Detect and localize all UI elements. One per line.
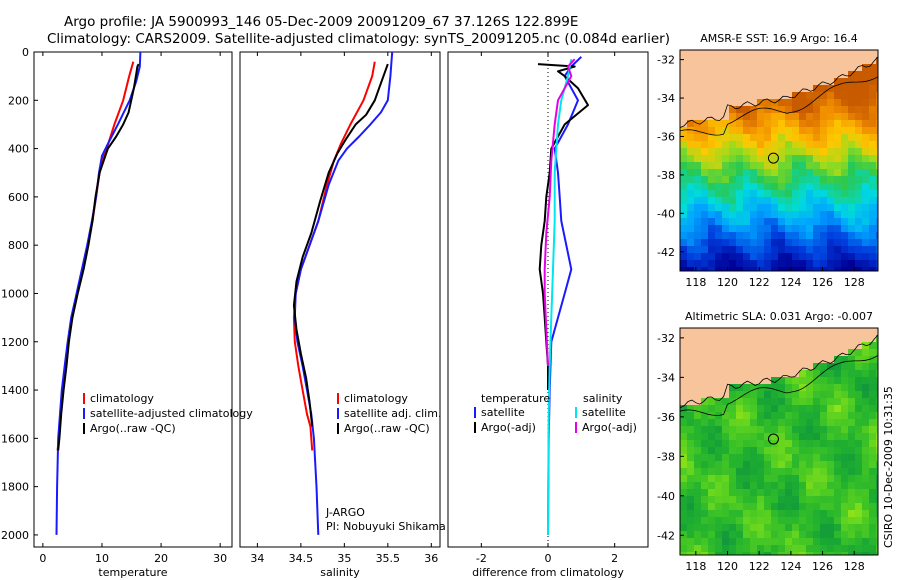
sst_map-xtick-label: 120: [717, 276, 738, 289]
difference-xtick-label: -2: [476, 552, 487, 565]
sla_map-ytick-label: -38: [657, 450, 675, 463]
difference-xtick-label: 2: [611, 552, 618, 565]
difference-salinity-legend-label: Argo(-adj): [582, 421, 637, 434]
sla_map-ytick-label: -42: [657, 529, 675, 542]
salinity-xtick-label: 35: [337, 552, 351, 565]
temperature-axes-frame: [33, 51, 233, 548]
temperature-ytick-label: 1600: [1, 432, 29, 445]
sst_map-ytick-label: -32: [657, 54, 675, 67]
temperature-series-line-2: [57, 63, 140, 451]
sst_map-ytick-label: -34: [657, 92, 675, 105]
temperature-legend-label: satellite-adjusted climatology: [90, 407, 253, 420]
temperature-xtick-label: 0: [39, 552, 46, 565]
sst_map-xtick-label: 118: [685, 276, 706, 289]
figure-title-line2: Climatology: CARS2009. Satellite-adjuste…: [47, 31, 670, 47]
sst_map-ytick-label: -36: [657, 130, 675, 143]
difference-series-line-3: [543, 58, 576, 366]
sla_map-frame: [679, 327, 879, 556]
temperature-xtick-label: 10: [95, 552, 109, 565]
temperature-legend-label: Argo(..raw -QC): [90, 422, 176, 435]
sla_map-xtick-label: 126: [812, 560, 833, 573]
sla_map-xtick-label: 122: [749, 560, 770, 573]
sst_map-xtick-label: 124: [780, 276, 801, 289]
salinity-xtick-label: 36: [424, 552, 438, 565]
difference-series-line-2: [547, 59, 573, 535]
sla_map-xtick-label: 124: [780, 560, 801, 573]
temperature-series-group: [55, 52, 142, 535]
sst_map-xtick-label: 126: [812, 276, 833, 289]
sst_map-frame: [679, 49, 879, 272]
sla_map-ytick-label: -34: [657, 371, 675, 384]
sla_map-xtick-label: 118: [685, 560, 706, 573]
difference-salinity-legend-label: satellite: [582, 406, 626, 419]
temperature-ytick-label: 600: [8, 191, 29, 204]
temperature-ytick-label: 1200: [1, 336, 29, 349]
sla_map-ytick-label: -36: [657, 411, 675, 424]
sla_map-coastline: [680, 334, 878, 409]
salinity-series-line-2: [292, 63, 389, 427]
temperature-ytick-label: 1400: [1, 384, 29, 397]
figure-title-line1: Argo profile: JA 5900993_146 05-Dec-2009…: [64, 14, 579, 30]
temperature-ytick-label: 0: [22, 46, 29, 59]
salinity-xtick-label: 35.5: [376, 552, 401, 565]
sla_map-ytick-label: -40: [657, 490, 675, 503]
temperature-ytick-label: 800: [8, 239, 29, 252]
sst_map-ytick-label: -38: [657, 169, 675, 182]
temperature-xtick-label: 30: [213, 552, 227, 565]
sst_map-xtick-label: 122: [749, 276, 770, 289]
temperature-ytick-label: 2000: [1, 529, 29, 542]
sla_map-ytick-label: -32: [657, 332, 675, 345]
sst_map-profile-marker: [767, 152, 779, 164]
temperature-series-line-1: [55, 52, 142, 535]
salinity-xtick-label: 34.5: [289, 552, 314, 565]
sst_map-ytick-label: -40: [657, 207, 675, 220]
salinity-legend-label: satellite adj. clim.: [344, 407, 441, 420]
difference-series-group: [537, 56, 589, 535]
salinity-annotation-program: J-ARGO: [325, 506, 365, 519]
temperature-ytick-label: 1000: [1, 287, 29, 300]
salinity-series-line-1: [293, 52, 394, 535]
salinity-xtick-label: 34: [250, 552, 264, 565]
salinity-xlabel: salinity: [320, 566, 360, 579]
salinity-legend-label: climatology: [344, 392, 408, 405]
temperature-xtick-label: 20: [154, 552, 168, 565]
salinity-legend-label: Argo(..raw -QC): [344, 422, 430, 435]
difference-xlabel: difference from climatology: [472, 566, 624, 579]
salinity-annotation-pi: PI: Nobuyuki Shikama: [326, 520, 446, 533]
sla_map-profile-marker: [767, 433, 779, 445]
temperature-ytick-label: 200: [8, 94, 29, 107]
difference-legend-title-temperature: temperature: [481, 392, 550, 405]
difference-temperature-legend-label: Argo(-adj): [481, 421, 536, 434]
sst_map-title: AMSR-E SST: 16.9 Argo: 16.4: [700, 32, 858, 45]
temperature-ytick-label: 1800: [1, 481, 29, 494]
temperature-ytick-label: 400: [8, 143, 29, 156]
sla_map-xtick-label: 120: [717, 560, 738, 573]
sla_map-xtick-label: 128: [844, 560, 865, 573]
temperature-xlabel: temperature: [98, 566, 167, 579]
salinity-axes-frame: [239, 51, 441, 548]
difference-xtick-label: 0: [545, 552, 552, 565]
temperature-legend-label: climatology: [90, 392, 154, 405]
difference-temperature-legend-label: satellite: [481, 406, 525, 419]
sst_map-contour: [680, 76, 878, 136]
sla_map-field: [680, 328, 878, 555]
sst_map-xtick-label: 128: [844, 276, 865, 289]
sst_map-ytick-label: -42: [657, 246, 675, 259]
salinity-series-group: [292, 52, 394, 535]
sst_map-field: [680, 50, 878, 271]
sla_map-title: Altimetric SLA: 0.031 Argo: -0.007: [685, 310, 873, 323]
difference-legend-title-salinity: salinity: [583, 392, 623, 405]
sst_map-coastline: [680, 56, 878, 128]
sla_map-contour: [680, 355, 878, 416]
